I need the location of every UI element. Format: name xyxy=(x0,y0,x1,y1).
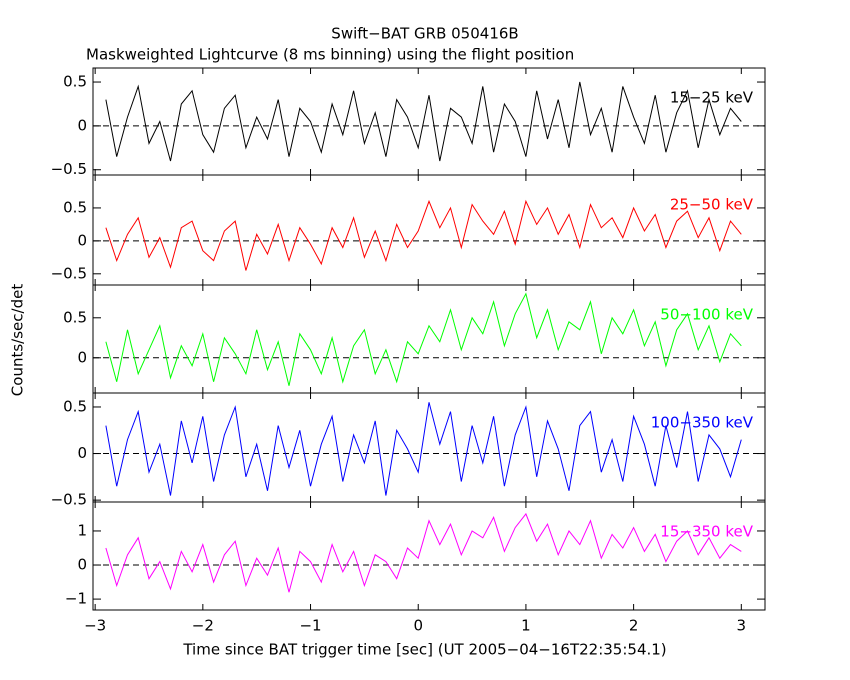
lightcurve xyxy=(105,199,742,271)
y-tick-label: −0.5 xyxy=(51,160,87,178)
y-tick-label: −0.5 xyxy=(51,491,87,509)
panel-label: 25−50 keV xyxy=(670,196,754,214)
y-tick-label: −0.5 xyxy=(51,264,87,282)
panel-frame xyxy=(92,392,766,503)
x-tick-label: 1 xyxy=(521,617,531,635)
panel-label: 50−100 keV xyxy=(660,306,753,324)
y-axis-label: Counts/sec/det xyxy=(9,284,27,397)
x-tick-label: −2 xyxy=(192,617,214,635)
panel-frame xyxy=(92,501,766,611)
x-tick-label: −3 xyxy=(84,617,106,635)
y-tick-label: 0 xyxy=(77,444,87,462)
lightcurve xyxy=(105,81,742,162)
y-tick-label: 0 xyxy=(77,231,87,249)
y-tick-label: 1 xyxy=(77,521,87,539)
x-tick-label: 2 xyxy=(629,617,639,635)
y-tick-label: 0.5 xyxy=(63,397,87,415)
lightcurve xyxy=(105,402,742,496)
x-tick-label: −1 xyxy=(299,617,321,635)
y-tick-label: 0 xyxy=(77,348,87,366)
chart-subtitle: Maskweighted Lightcurve (8 ms binning) u… xyxy=(86,46,574,64)
y-tick-label: 0 xyxy=(77,116,87,134)
y-tick-label: −1 xyxy=(65,590,87,608)
panel-frame xyxy=(92,67,766,176)
x-tick-label: 0 xyxy=(413,617,423,635)
panel-frame xyxy=(92,174,766,286)
y-tick-label: 0.5 xyxy=(63,73,87,91)
panel-label: 15−25 keV xyxy=(670,89,754,107)
y-tick-label: 0.5 xyxy=(63,308,87,326)
y-tick-label: 0.5 xyxy=(63,198,87,216)
lightcurve xyxy=(105,292,742,386)
y-tick-label: 0 xyxy=(77,556,87,574)
panel-frame xyxy=(92,284,766,394)
panel-label: 100−350 keV xyxy=(651,414,754,432)
x-tick-label: 3 xyxy=(737,617,747,635)
lightcurve xyxy=(105,512,742,593)
chart-title: Swift−BAT GRB 050416B xyxy=(331,25,518,43)
panel-label: 15−350 keV xyxy=(660,523,753,541)
x-axis-label: Time since BAT trigger time [sec] (UT 20… xyxy=(182,641,666,659)
